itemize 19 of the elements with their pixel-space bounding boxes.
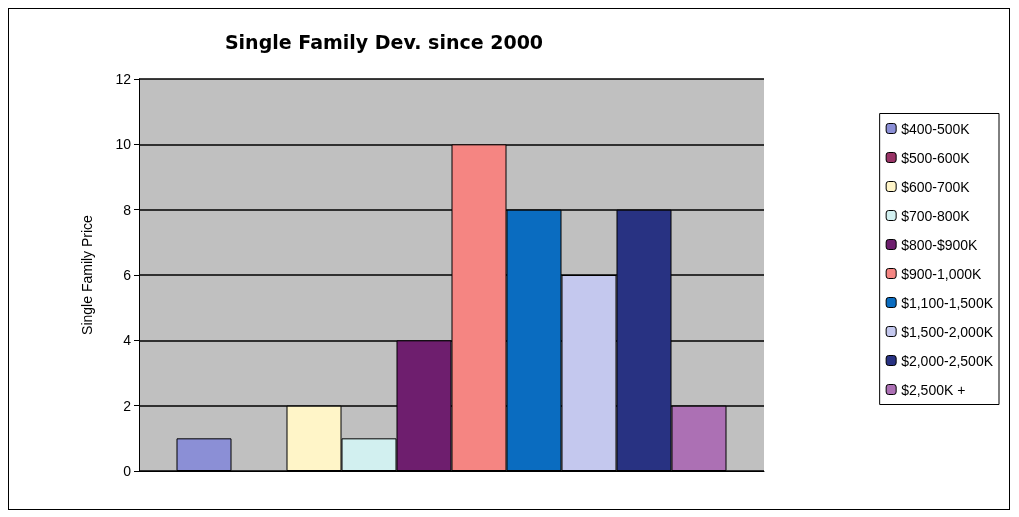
- y-tick-label: 0: [123, 463, 132, 479]
- y-tick-label: 6: [123, 267, 132, 283]
- legend-label: $800-$900K: [901, 236, 979, 253]
- legend-label: $2,500K +: [901, 381, 966, 398]
- y-tick-label: 10: [115, 136, 132, 153]
- y-tick-label: 4: [123, 332, 132, 349]
- chart-title: Single Family Dev. since 2000: [224, 30, 544, 53]
- legend-label: $1,100-1,500K: [901, 294, 994, 311]
- y-tick-label: 12: [115, 71, 132, 87]
- y-axis-title: Single Family Price: [79, 214, 95, 335]
- legend-label: $1,500-2,000K: [901, 323, 994, 340]
- legend-label: $500-600K: [901, 149, 971, 166]
- legend-label: $400-500K: [901, 120, 971, 137]
- legend-label: $2,000-2,500K: [901, 352, 994, 369]
- legend-label: $900-1,000K: [901, 265, 982, 282]
- legend-label: $700-800K: [901, 207, 971, 224]
- y-tick-label: 8: [123, 201, 132, 218]
- legend-label: $600-700K: [901, 178, 971, 195]
- y-tick-label: 2: [123, 397, 132, 414]
